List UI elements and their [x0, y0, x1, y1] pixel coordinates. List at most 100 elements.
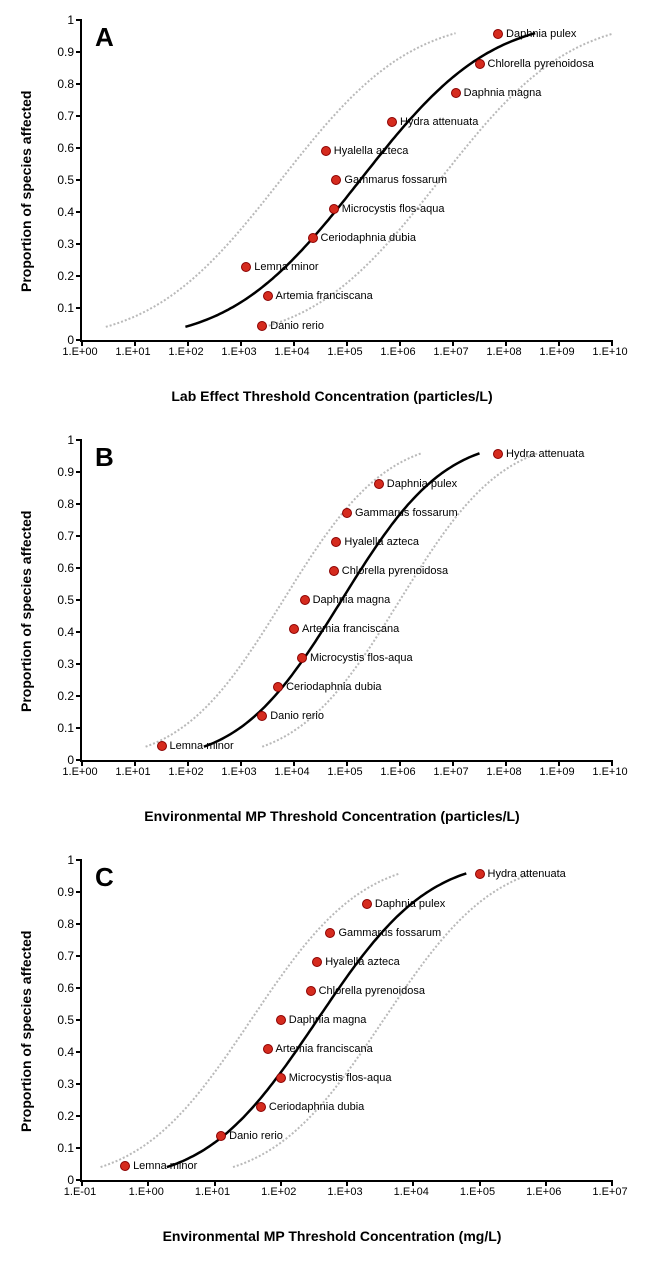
x-tick: 1.E+01	[195, 1186, 230, 1198]
species-label: Hyalella azteca	[325, 956, 400, 968]
species-marker	[289, 624, 299, 634]
y-tick: 0.2	[44, 269, 74, 283]
x-tick: 1.E+00	[62, 346, 97, 358]
x-axis-label: Environmental MP Threshold Concentration…	[10, 808, 654, 824]
x-tick: 1.E+05	[460, 1186, 495, 1198]
species-label: Daphnia magna	[464, 87, 542, 99]
species-marker	[493, 449, 503, 459]
y-tick: 0.9	[44, 45, 74, 59]
plot-area: Danio rerio Artemia franciscana Lemna mino…	[80, 20, 612, 342]
y-tick: 0.6	[44, 141, 74, 155]
y-tick: 1	[44, 433, 74, 447]
species-label: Gammarus fossarum	[338, 927, 441, 939]
species-marker	[387, 117, 397, 127]
x-tick: 1.E+10	[592, 346, 627, 358]
x-axis-label: Lab Effect Threshold Concentration (part…	[10, 388, 654, 404]
y-tick: 0.3	[44, 237, 74, 251]
y-tick: 0.1	[44, 301, 74, 315]
species-marker	[331, 537, 341, 547]
y-tick: 0.5	[44, 593, 74, 607]
x-tick: 1.E+05	[327, 766, 362, 778]
panel-A: Danio rerio Artemia franciscana Lemna mino…	[10, 10, 654, 410]
species-marker	[329, 204, 339, 214]
x-tick: 1.E+03	[221, 766, 256, 778]
y-tick: 0.9	[44, 465, 74, 479]
species-label: Ceriodaphnia dubia	[286, 681, 381, 693]
x-tick: 1.E+08	[486, 766, 521, 778]
ssd-figure: Danio rerio Artemia franciscana Lemna mino…	[10, 10, 654, 1250]
species-marker	[300, 595, 310, 605]
x-tick: 1.E+01	[115, 766, 150, 778]
x-tick: 1.E+06	[380, 766, 415, 778]
y-axis-label: Proportion of species affected	[18, 931, 34, 1132]
species-marker	[157, 741, 167, 751]
species-marker	[120, 1161, 130, 1171]
species-label: Lemna minor	[133, 1160, 197, 1172]
panel-C: Lemna minor Danio rerio Ceriodaphnia dubia…	[10, 850, 654, 1250]
species-label: Microcystis flos-aqua	[289, 1072, 392, 1084]
species-label: Danio rerio	[270, 320, 324, 332]
plot-area: Lemna minorDanio rerioCeriodaphnia dubia…	[80, 440, 612, 762]
x-tick: 1.E+05	[327, 346, 362, 358]
species-label: Danio rerio	[229, 1130, 283, 1142]
species-marker	[342, 508, 352, 518]
species-marker	[325, 928, 335, 938]
species-label: Daphnia pulex	[506, 28, 576, 40]
y-tick: 0.6	[44, 981, 74, 995]
species-label: Gammarus fossarum	[355, 507, 458, 519]
species-marker	[329, 566, 339, 576]
species-label: Chlorella pyrenoidosa	[319, 985, 425, 997]
x-tick: 1.E+02	[168, 766, 203, 778]
x-tick: 1.E+04	[274, 346, 309, 358]
y-axis-label: Proportion of species affected	[18, 91, 34, 292]
panel-B: Lemna minorDanio rerioCeriodaphnia dubia…	[10, 430, 654, 830]
species-marker	[263, 291, 273, 301]
x-tick: 1.E+04	[274, 766, 309, 778]
y-tick: 0.7	[44, 529, 74, 543]
species-label: Ceriodaphnia dubia	[269, 1101, 364, 1113]
species-marker	[241, 262, 251, 272]
species-marker	[306, 986, 316, 996]
x-tick: 1.E+08	[486, 346, 521, 358]
y-tick: 1	[44, 853, 74, 867]
species-marker	[312, 957, 322, 967]
species-marker	[297, 653, 307, 663]
species-marker	[362, 899, 372, 909]
plot-area: Lemna minor Danio rerio Ceriodaphnia dubia…	[80, 860, 612, 1182]
y-tick: 0.4	[44, 205, 74, 219]
species-label: Artemia franciscana	[302, 623, 399, 635]
species-marker	[308, 233, 318, 243]
y-tick: 0.1	[44, 1141, 74, 1155]
species-marker	[276, 1073, 286, 1083]
y-tick: 0.5	[44, 1013, 74, 1027]
species-label: Hyalella azteca	[344, 536, 419, 548]
species-label: Danio rerio	[270, 710, 324, 722]
y-tick: 0.9	[44, 885, 74, 899]
species-label: Lemna minor	[254, 261, 318, 273]
species-marker	[331, 175, 341, 185]
x-axis-label: Environmental MP Threshold Concentration…	[10, 1228, 654, 1244]
y-tick: 0	[44, 1173, 74, 1187]
species-marker	[493, 29, 503, 39]
species-label: Chlorella pyrenoidosa	[342, 565, 448, 577]
species-marker	[256, 1102, 266, 1112]
y-tick: 0.5	[44, 173, 74, 187]
x-tick: 1.E+00	[62, 766, 97, 778]
x-tick: 1.E+01	[115, 346, 150, 358]
x-tick: 1.E+02	[168, 346, 203, 358]
species-label: Artemia franciscana	[276, 290, 373, 302]
y-tick: 0.7	[44, 949, 74, 963]
species-marker	[263, 1044, 273, 1054]
y-tick: 1	[44, 13, 74, 27]
species-marker	[276, 1015, 286, 1025]
species-label: Microcystis flos-aqua	[310, 652, 413, 664]
y-tick: 0.6	[44, 561, 74, 575]
species-label: Hyalella azteca	[334, 145, 409, 157]
y-tick: 0.2	[44, 689, 74, 703]
x-tick: 1.E+02	[261, 1186, 296, 1198]
panel-label: C	[95, 862, 114, 893]
y-tick: 0.1	[44, 721, 74, 735]
x-tick: 1.E+06	[526, 1186, 561, 1198]
x-tick: 1.E+10	[592, 766, 627, 778]
species-label: Daphnia magna	[289, 1014, 367, 1026]
